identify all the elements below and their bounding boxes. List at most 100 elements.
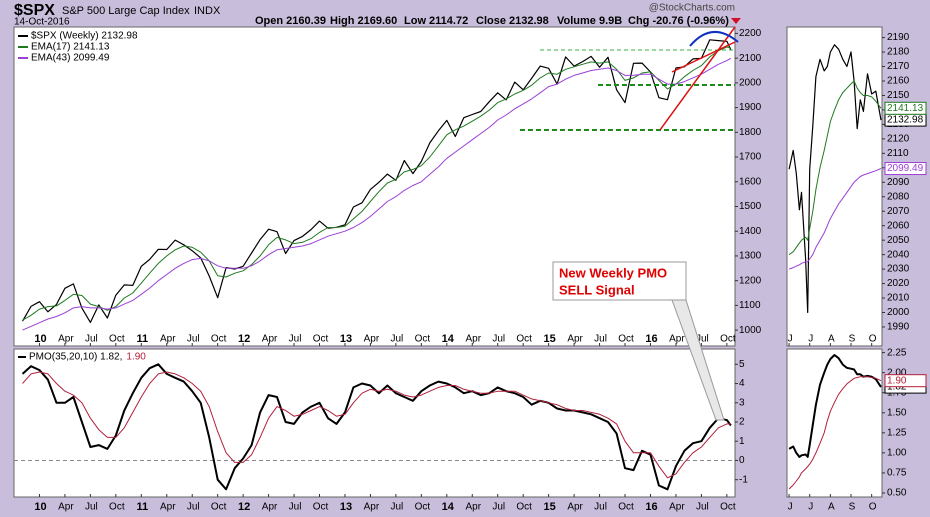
chg-arrow	[731, 18, 741, 24]
x-tick-label: Apr	[160, 334, 176, 345]
x-tick-label: A	[828, 334, 835, 345]
line-series	[788, 80, 882, 256]
exchange: INDX	[194, 5, 221, 17]
x-tick-label: Jul	[696, 502, 709, 513]
legend-label: 1.90	[126, 352, 146, 363]
y-tick-label: 4	[739, 378, 745, 389]
x-tick-label: Jul	[696, 334, 709, 345]
x-tick-label: Jul	[289, 502, 302, 513]
y-tick-label: 0	[739, 455, 745, 466]
x-tick-label: Jul	[594, 502, 607, 513]
callout-box	[552, 261, 687, 301]
y-tick-label: 2030	[887, 264, 910, 275]
x-tick-label: Apr	[465, 334, 481, 345]
y-tick-label: 2.00	[887, 367, 907, 378]
y-tick-label: 2050	[887, 235, 910, 246]
x-tick-label: 13	[340, 333, 352, 345]
y-tick-label: 2180	[887, 47, 910, 58]
x-tick-label: Apr	[58, 334, 74, 345]
legend-label: $SPX (Weekly) 2132.98	[31, 31, 138, 42]
y-tick-label: 2150	[887, 90, 910, 101]
x-tick-label: Oct	[720, 334, 736, 345]
date: 14-Oct-2016	[14, 17, 70, 28]
x-tick-label: Apr	[669, 502, 685, 513]
y-tick-label: 2170	[887, 61, 910, 72]
x-tick-label: 16	[645, 501, 657, 513]
y-tick-label: 2.25	[887, 347, 907, 358]
y-tick-label: 2100	[739, 53, 762, 64]
x-tick-label: S	[849, 502, 856, 513]
last-value-label: 2141.13	[887, 103, 924, 114]
quote-field: High 2169.60	[330, 15, 397, 27]
quote-field: Low 2114.72	[404, 15, 468, 27]
y-tick-label: 2020	[887, 278, 910, 289]
x-tick-label: Apr	[567, 334, 583, 345]
x-tick-label: 13	[340, 501, 352, 513]
last-value-label: 2132.98	[887, 115, 924, 126]
y-tick-label: 2010	[887, 293, 910, 304]
x-tick-label: 11	[136, 333, 148, 345]
x-tick-label: Apr	[262, 502, 278, 513]
y-tick-label: 2090	[887, 177, 910, 188]
x-tick-label: Oct	[415, 502, 431, 513]
x-tick-label: Jul	[390, 502, 403, 513]
line-series	[22, 57, 732, 331]
x-tick-label: Apr	[364, 502, 380, 513]
x-tick-label: 12	[238, 501, 250, 513]
x-tick-label: Jul	[492, 502, 505, 513]
last-value-label: 2099.49	[887, 163, 924, 174]
quote-field: Close 2132.98	[476, 15, 549, 27]
x-tick-label: 14	[442, 501, 455, 513]
line-series	[788, 376, 882, 490]
y-tick-label: 2060	[887, 220, 910, 231]
x-tick-label: Jul	[289, 334, 302, 345]
last-value-box	[884, 374, 927, 388]
y-tick-label: 1990	[887, 322, 910, 333]
x-tick-label: Apr	[262, 334, 278, 345]
y-tick-label: 2	[739, 417, 745, 428]
x-tick-label: Apr	[58, 502, 74, 513]
y-tick-label: 2190	[887, 32, 910, 43]
x-tick-label: Jul	[187, 502, 200, 513]
y-tick-label: 1400	[739, 226, 762, 237]
x-tick-label: Oct	[211, 502, 227, 513]
last-value-box	[884, 162, 927, 176]
y-tick-label: 1.50	[887, 407, 907, 418]
x-tick-label: Apr	[669, 334, 685, 345]
x-tick-label: Oct	[109, 502, 125, 513]
x-tick-label: Oct	[313, 502, 329, 513]
line-series	[21, 39, 732, 323]
y-tick-label: 1700	[739, 152, 762, 163]
y-tick-label: 1600	[739, 176, 762, 187]
y-tick-label: 3	[739, 397, 745, 408]
y-tick-label: 2070	[887, 206, 910, 217]
x-tick-label: 12	[238, 333, 250, 345]
quote-field: Volume 9.9B	[557, 15, 622, 27]
y-tick-label: 2040	[887, 249, 910, 260]
last-value-label: 1.90	[887, 375, 907, 386]
x-tick-label: A	[828, 502, 835, 513]
rounding-top	[689, 31, 739, 47]
y-tick-label: 2000	[739, 78, 762, 89]
legend-label: EMA(17) 2141.13	[31, 42, 110, 53]
x-tick-label: Apr	[465, 502, 481, 513]
line-series	[788, 168, 882, 270]
index-name: S&P 500 Large Cap Index	[62, 5, 190, 17]
x-tick-label: 15	[544, 333, 556, 345]
x-tick-label: Apr	[364, 334, 380, 345]
panel	[786, 348, 883, 498]
trend-line	[671, 41, 736, 73]
line-series	[788, 44, 882, 314]
y-tick-label: 1300	[739, 251, 762, 262]
callout-text: New Weekly PMO	[559, 265, 667, 280]
y-tick-label: 1000	[739, 325, 762, 336]
line-series	[21, 363, 732, 491]
x-tick-label: Oct	[618, 502, 634, 513]
y-tick-label: 1800	[739, 127, 762, 138]
y-tick-label: 1	[739, 436, 745, 447]
y-tick-label: 1.25	[887, 427, 907, 438]
x-tick-label: Jul	[492, 334, 505, 345]
x-tick-label: 15	[544, 501, 556, 513]
x-tick-label: Oct	[516, 334, 532, 345]
